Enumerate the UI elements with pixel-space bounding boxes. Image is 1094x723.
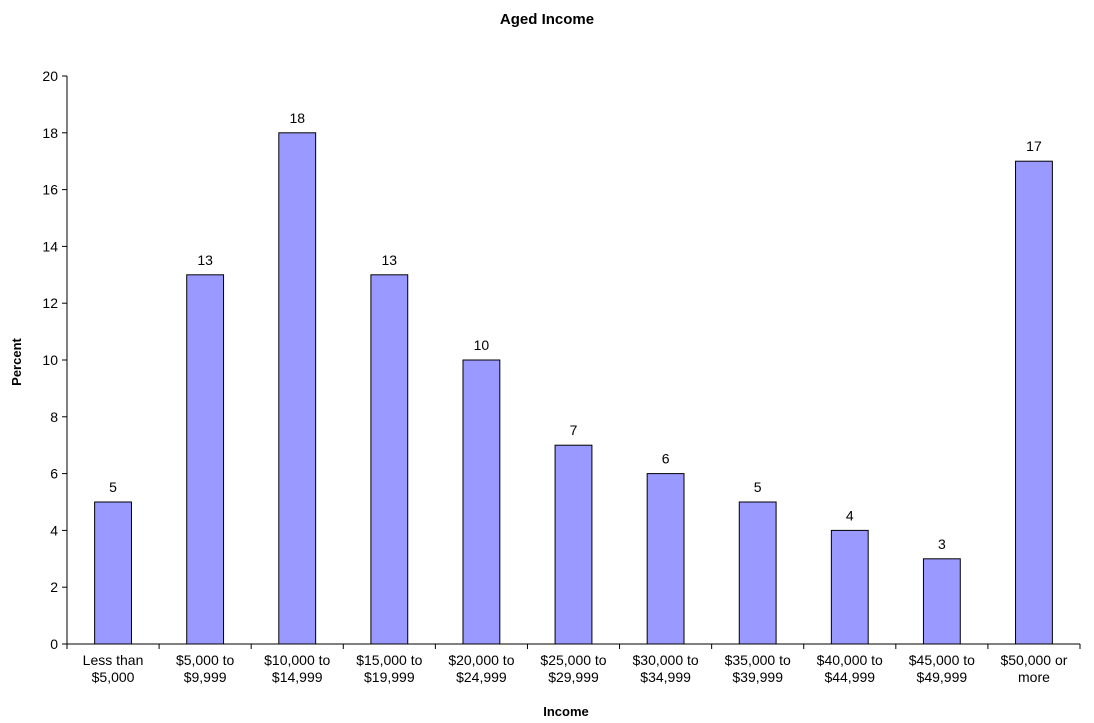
bar: [646, 473, 685, 645]
bar: [370, 274, 409, 645]
y-tick-label: 12: [42, 295, 58, 311]
data-label: 17: [1026, 138, 1042, 154]
x-category-label: $20,000 to $24,999: [448, 652, 514, 685]
bar: [830, 529, 869, 645]
y-tick-label: 2: [50, 579, 58, 595]
x-category-label: $35,000 to $39,999: [725, 652, 791, 685]
x-category-label: $40,000 to $44,999: [817, 652, 883, 685]
y-tick-label: 14: [42, 238, 58, 254]
y-axis: 0 2 4 6 8 10 12 14 16 18 20: [42, 68, 68, 652]
x-axis-title: Income: [543, 704, 589, 719]
bar: [278, 132, 317, 645]
x-category-label: $45,000 to $49,999: [909, 652, 975, 685]
data-label: 7: [570, 422, 578, 438]
x-category-label: $10,000 to $14,999: [264, 652, 330, 685]
y-tick-label: 4: [50, 522, 58, 538]
bar: [94, 501, 132, 645]
chart-title: Aged Income: [500, 11, 594, 28]
y-tick-label: 6: [50, 466, 58, 482]
x-category-label: $5,000 to $9,999: [176, 652, 235, 685]
x-category-label: Less than $5,000: [83, 652, 144, 685]
data-label: 18: [289, 110, 305, 126]
data-label: 4: [846, 507, 854, 523]
x-category-label: $50,000 or more: [1000, 652, 1067, 685]
x-axis: Less than $5,000 $5,000 to $9,999 $10,000 to…: [66, 643, 1081, 685]
x-category-label: $15,000 to $19,999: [356, 652, 422, 685]
data-label: 5: [109, 479, 117, 495]
x-category-label: $25,000 to $29,999: [540, 652, 606, 685]
bar: [1015, 160, 1053, 645]
y-tick-label: 18: [42, 125, 58, 141]
data-label: 6: [662, 451, 670, 467]
y-tick-label: 16: [42, 182, 58, 198]
bar: [554, 444, 593, 645]
data-label: 10: [474, 337, 490, 353]
bars: 5 13 18 13 10 7 6 5 4 3 17: [94, 110, 1053, 645]
data-label: 13: [382, 252, 398, 268]
bar: [186, 274, 225, 645]
y-tick-label: 10: [42, 352, 58, 368]
data-label: 5: [754, 479, 762, 495]
bar: [738, 501, 777, 645]
x-category-label: $30,000 to $34,999: [633, 652, 699, 685]
bar: [922, 558, 961, 645]
y-tick-label: 20: [42, 68, 58, 84]
y-tick-label: 0: [50, 636, 58, 652]
y-axis-title: Percent: [9, 337, 24, 385]
y-tick-label: 8: [50, 409, 58, 425]
data-label: 3: [938, 536, 946, 552]
bar: [462, 359, 501, 645]
data-label: 13: [197, 252, 213, 268]
